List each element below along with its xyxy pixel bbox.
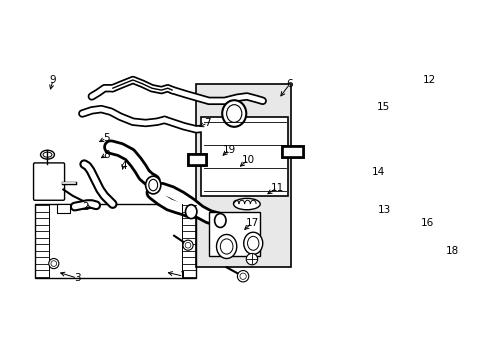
Text: 18: 18 <box>445 246 458 256</box>
Text: 17: 17 <box>245 218 258 228</box>
Bar <box>35 204 196 278</box>
Text: 15: 15 <box>376 102 389 112</box>
Text: 14: 14 <box>371 167 385 177</box>
Ellipse shape <box>41 150 54 159</box>
Text: 4: 4 <box>120 161 126 171</box>
Text: 7: 7 <box>204 118 210 128</box>
Ellipse shape <box>216 234 236 258</box>
FancyBboxPatch shape <box>34 163 64 200</box>
Text: 19: 19 <box>222 145 235 154</box>
Ellipse shape <box>233 198 260 210</box>
Text: 2: 2 <box>82 202 89 212</box>
Text: 9: 9 <box>50 75 57 85</box>
Text: 6: 6 <box>286 79 293 89</box>
Bar <box>201 117 287 196</box>
Ellipse shape <box>49 258 59 269</box>
Text: 16: 16 <box>420 218 433 228</box>
Text: 1: 1 <box>180 271 186 281</box>
Text: 10: 10 <box>241 155 254 165</box>
Bar <box>57 204 69 213</box>
Ellipse shape <box>145 176 161 194</box>
Ellipse shape <box>237 270 248 282</box>
Text: 11: 11 <box>270 183 284 193</box>
Ellipse shape <box>246 253 257 265</box>
Text: 12: 12 <box>422 75 435 85</box>
Text: 13: 13 <box>378 206 391 215</box>
Ellipse shape <box>243 232 262 255</box>
Text: 5: 5 <box>103 133 109 143</box>
Text: 8: 8 <box>103 150 109 160</box>
Ellipse shape <box>222 100 246 127</box>
Bar <box>208 212 259 256</box>
Bar <box>196 84 291 267</box>
Text: 3: 3 <box>74 273 81 283</box>
Ellipse shape <box>214 213 225 228</box>
Ellipse shape <box>185 205 197 219</box>
Ellipse shape <box>183 240 193 250</box>
